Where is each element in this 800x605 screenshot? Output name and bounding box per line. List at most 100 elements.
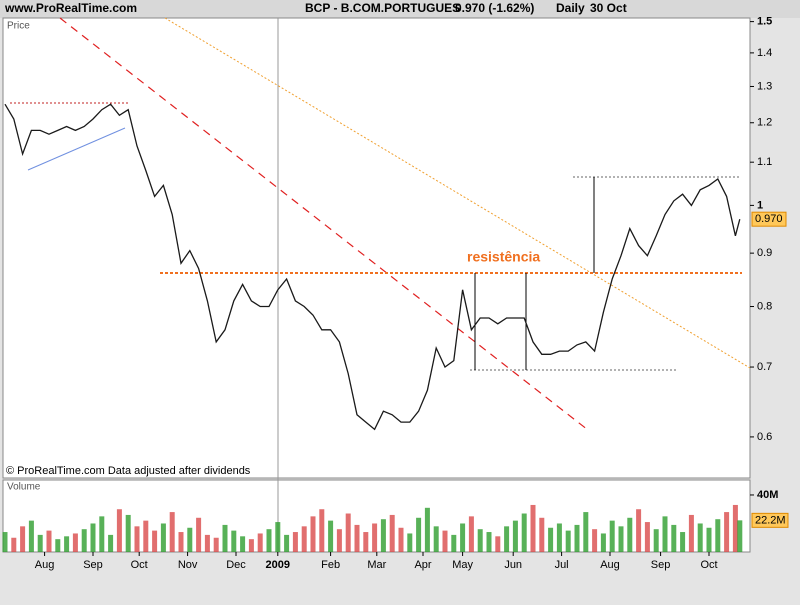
volume-bar	[222, 524, 228, 552]
price-line	[4, 103, 741, 431]
drawings	[10, 17, 751, 431]
volume-bar	[248, 539, 254, 552]
header-bar	[0, 0, 800, 18]
volume-bar	[64, 536, 70, 552]
volume-bar	[81, 529, 87, 552]
x-tick-label: Oct	[700, 559, 717, 571]
volume-bar	[680, 532, 686, 552]
y-tick-label: 0.7	[757, 361, 772, 373]
volume-bar	[152, 530, 158, 552]
volume-bar	[143, 520, 149, 552]
x-tick-label: Nov	[178, 559, 198, 571]
volume-bar	[539, 517, 545, 552]
volume-bar	[653, 529, 659, 552]
volume-bar	[345, 513, 351, 552]
volume-bar	[336, 529, 342, 552]
volume-bar	[398, 527, 404, 552]
volume-bar	[592, 529, 598, 552]
volume-bar	[627, 517, 633, 552]
volume-bar	[504, 526, 510, 552]
date: 30 Oct	[590, 1, 627, 15]
volume-bar	[451, 534, 457, 552]
volume-bar	[556, 523, 562, 552]
volume-bar	[671, 524, 677, 552]
last-price-label: 0.970	[755, 213, 783, 225]
x-tick-label: Jun	[504, 559, 522, 571]
annotation: resistência	[467, 249, 540, 265]
volume-bar	[284, 534, 290, 552]
volume-bar	[460, 523, 466, 552]
volume-bar	[46, 530, 52, 552]
volume-bar	[389, 514, 395, 552]
x-tick-label: Oct	[131, 559, 148, 571]
footer: © ProRealTime.com Data adjusted after di…	[6, 465, 251, 477]
volume-bar	[697, 523, 703, 552]
volume-bar	[354, 524, 360, 552]
period: Daily	[556, 1, 585, 15]
volume-bar	[292, 532, 298, 552]
volume-bar	[477, 529, 483, 552]
y-tick-label: 0.9	[757, 247, 772, 259]
volume-bar	[424, 507, 430, 552]
volume-bar	[407, 533, 413, 552]
volume-bar	[108, 534, 114, 552]
x-tick-label: Sep	[651, 559, 671, 571]
chart-title: BCP - B.COM.PORTUGUES	[305, 1, 460, 15]
volume-bar	[609, 520, 615, 552]
last-volume-box	[751, 512, 789, 528]
x-tick-label: Dec	[226, 559, 246, 571]
volume-bar	[486, 532, 492, 552]
x-tick-label: Mar	[367, 559, 386, 571]
volume-bar	[310, 516, 316, 552]
y-tick-label: 1.4	[757, 47, 772, 59]
y-tick-label: 0.6	[757, 431, 772, 443]
volume-bar	[319, 509, 325, 552]
support-line	[27, 127, 126, 171]
volume-bar	[715, 519, 721, 552]
volume-bar	[116, 509, 122, 552]
volume-bar	[372, 523, 378, 552]
x-tick-label: May	[452, 559, 473, 571]
volume-bar	[644, 522, 650, 552]
volume-bar	[266, 529, 272, 552]
volume-bar	[512, 520, 518, 552]
volume-bar	[178, 532, 184, 552]
panel-label: Volume	[7, 482, 41, 493]
volume-bar	[442, 530, 448, 552]
site: www.ProRealTime.com	[4, 1, 137, 15]
volume-bar	[231, 530, 237, 552]
volume-bar	[688, 514, 694, 552]
volume-bar	[240, 536, 246, 552]
volume-bar	[583, 512, 589, 552]
last-price-box	[751, 211, 787, 227]
volume-bar	[99, 516, 105, 552]
volume-bar	[257, 533, 263, 552]
volume-bar	[530, 504, 536, 552]
y-tick-label: 40M	[757, 489, 778, 501]
x-tick-label: Aug	[600, 559, 620, 571]
volume-bar	[548, 527, 554, 552]
volume-bar	[574, 524, 580, 552]
volume-bar	[213, 537, 219, 552]
volume-bar	[495, 536, 501, 552]
x-tick-label: Feb	[321, 559, 340, 571]
volume-bar	[196, 517, 202, 552]
volume-bar	[433, 526, 439, 552]
x-tick-label: Sep	[83, 559, 103, 571]
volume-bar	[724, 512, 730, 552]
volume-bar	[363, 532, 369, 552]
volume-bar	[706, 527, 712, 552]
y-tick-label: 1.3	[757, 80, 772, 92]
volume-bar	[28, 520, 34, 552]
x-tick-label: 2009	[266, 559, 290, 571]
volume-bar	[521, 513, 527, 552]
volume-bar	[20, 526, 26, 552]
volume-bar	[125, 514, 131, 552]
volume-bar	[662, 516, 668, 552]
last-volume-label: 22.2M	[755, 514, 786, 526]
volume-bar	[37, 534, 43, 552]
volume-bar	[636, 509, 642, 552]
volume-bar	[134, 526, 140, 552]
volume-bar	[737, 520, 743, 552]
